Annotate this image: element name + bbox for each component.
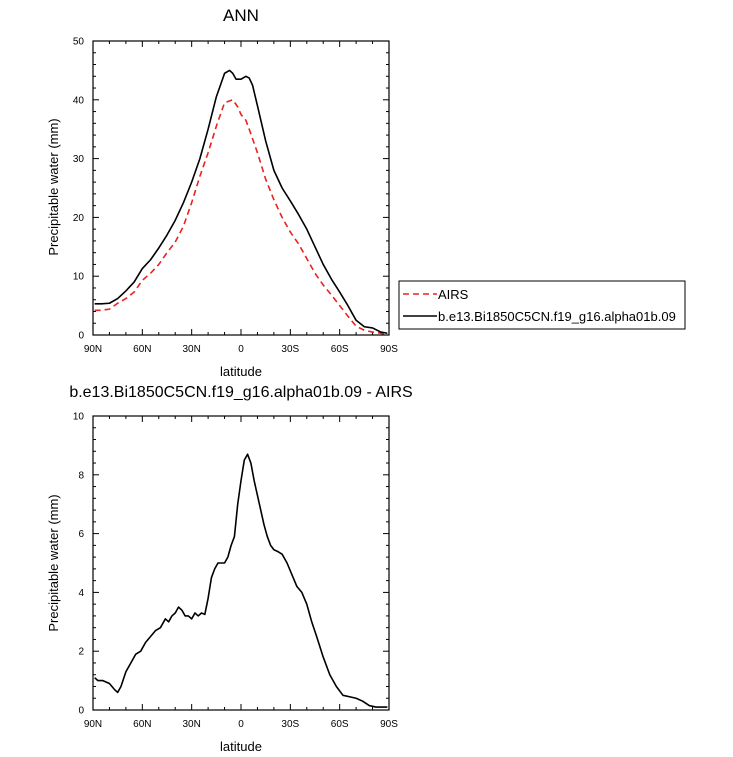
bottom-series-line-0 — [94, 453, 388, 708]
bottom-ticks: 90N 60N 30N 0 30S 60S 90S 0 2 4 6 8 10 — [73, 412, 398, 731]
legend-label-model: b.e13.Bi1850C5CN.f19_g16.alpha01b.09 — [438, 309, 676, 324]
bottom-x-axis-label: latitude — [220, 739, 262, 754]
legend-box — [398, 280, 686, 330]
top-y-tick-label: 40 — [73, 95, 85, 106]
top-y-tick-label: 50 — [73, 37, 85, 48]
top-x-tick-label: 90N — [84, 344, 102, 355]
bottom-chart-title: b.e13.Bi1850C5CN.f19_g16.alpha01b.09 - A… — [69, 384, 412, 401]
top-y-tick-label: 20 — [73, 213, 85, 224]
top-x-axis-label: latitude — [220, 364, 262, 379]
bottom-panel: b.e13.Bi1850C5CN.f19_g16.alpha01b.09 - A… — [46, 384, 413, 754]
top-x-tick-label: 0 — [238, 344, 244, 355]
bottom-y-tick-label: 6 — [78, 529, 84, 540]
top-series-line-1 — [94, 69, 388, 335]
bottom-x-tick-label: 90S — [380, 719, 398, 730]
bottom-x-tick-label: 30S — [281, 719, 299, 730]
bottom-y-tick-label: 10 — [73, 412, 85, 423]
top-x-tick-label: 60S — [331, 344, 349, 355]
bottom-x-tick-label: 60N — [133, 719, 151, 730]
bottom-x-tick-label: 30N — [182, 719, 200, 730]
top-series — [94, 69, 388, 336]
top-x-tick-label: 30S — [281, 344, 299, 355]
bottom-x-tick-label: 60S — [331, 719, 349, 730]
top-chart-title: ANN — [223, 6, 259, 25]
legend-label-airs: AIRS — [438, 287, 469, 302]
top-ticks: 90N 60N 30N 0 30S 60S 90S 0 10 20 30 40 50 — [73, 37, 398, 356]
bottom-y-tick-label: 4 — [78, 588, 84, 599]
legend: AIRS b.e13.Bi1850C5CN.f19_g16.alpha01b.0… — [398, 280, 686, 330]
bottom-y-tick-label: 2 — [78, 647, 84, 658]
bottom-y-tick-label: 0 — [78, 706, 84, 717]
top-y-axis-label: Precipitable water (mm) — [46, 118, 61, 255]
top-series-line-0 — [94, 99, 388, 336]
bottom-x-tick-label: 0 — [238, 719, 244, 730]
bottom-plot-frame — [92, 415, 390, 711]
top-y-tick-label: 30 — [73, 154, 85, 165]
bottom-x-tick-label: 90N — [84, 719, 102, 730]
bottom-y-axis-label: Precipitable water (mm) — [46, 494, 61, 631]
top-x-tick-label: 30N — [182, 344, 200, 355]
top-x-tick-label: 90S — [380, 344, 398, 355]
top-y-tick-label: 0 — [78, 331, 84, 342]
top-y-tick-label: 10 — [73, 272, 85, 283]
bottom-series — [94, 453, 388, 708]
top-plot-frame — [92, 40, 390, 336]
top-x-tick-label: 60N — [133, 344, 151, 355]
bottom-y-tick-label: 8 — [78, 470, 84, 481]
top-panel: ANN Precipitable water (mm) latitude 90N… — [46, 6, 398, 379]
